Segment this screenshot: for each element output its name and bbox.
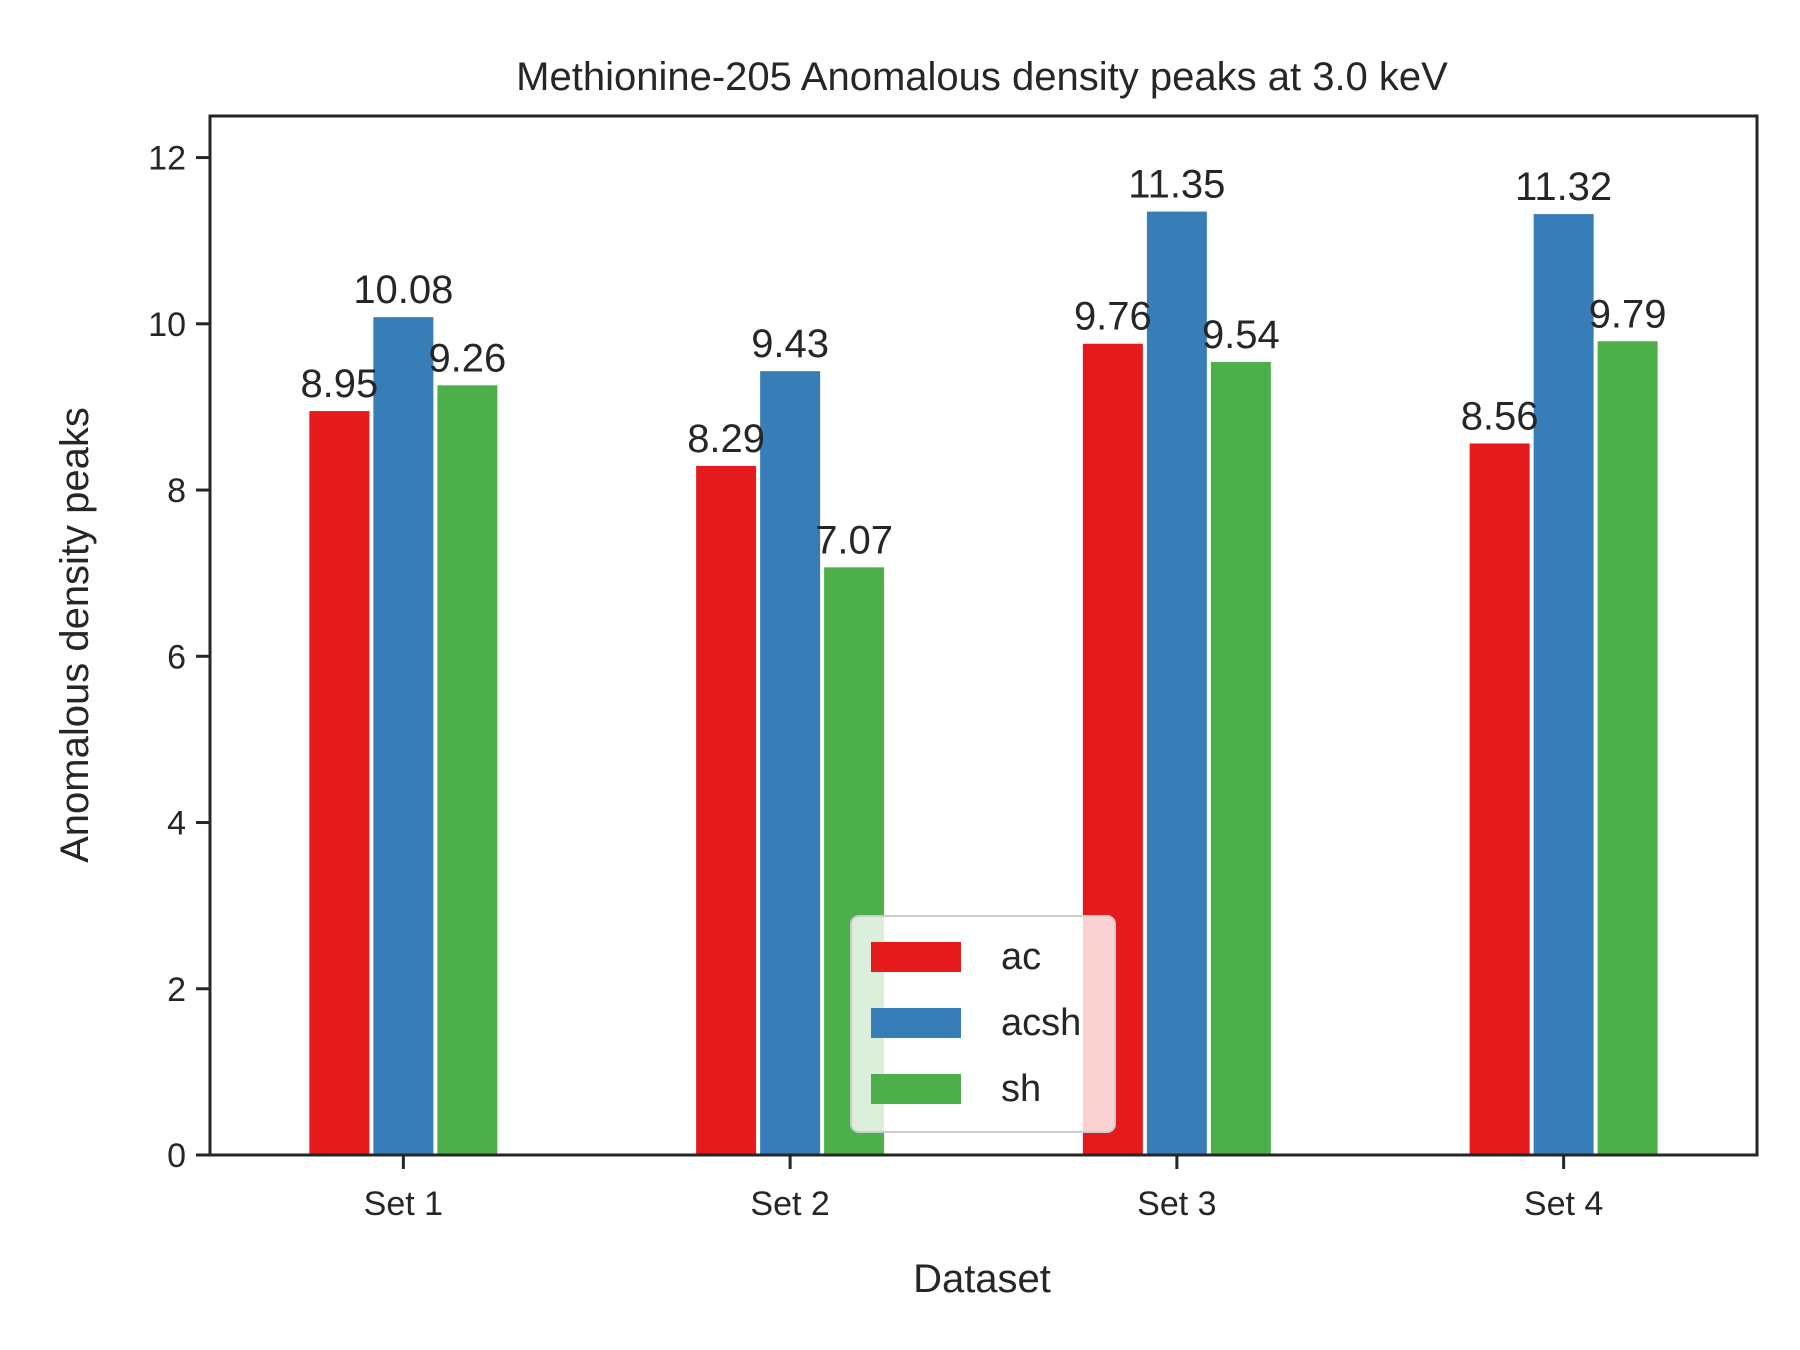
bar-sh-set-1 (437, 385, 498, 1155)
x-axis-label: Dataset (913, 1257, 1051, 1301)
data-label-sh-set-3: 9.54 (1202, 313, 1280, 357)
legend: ac acsh sh (850, 915, 1116, 1133)
data-label-acsh-set-4: 11.32 (1515, 165, 1612, 209)
x-axis: Set 1 Set 2 Set 3 Set 4 (364, 1155, 1603, 1223)
y-axis: 0 2 4 6 8 10 12 (148, 140, 210, 1175)
data-label-ac-set-2: 8.29 (687, 417, 765, 461)
y-tick-label: 4 (167, 805, 186, 843)
bar-ac-set-1 (309, 411, 370, 1155)
legend-label-acsh: acsh (1001, 1002, 1081, 1044)
bar-acsh-set-3 (1146, 211, 1207, 1155)
x-tick-label: Set 1 (364, 1185, 443, 1223)
y-tick-label: 8 (167, 472, 186, 510)
y-tick-label: 2 (167, 971, 186, 1009)
legend-label-ac: ac (1001, 936, 1041, 978)
legend-swatch-sh (871, 1074, 961, 1104)
y-tick-label: 12 (148, 140, 186, 178)
bar-sh-set-3 (1210, 362, 1271, 1156)
data-label-acsh-set-2: 9.43 (751, 322, 829, 366)
chart-title: Methionine-205 Anomalous density peaks a… (516, 55, 1448, 99)
bar-sh-set-4 (1597, 341, 1658, 1155)
data-label-acsh-set-1: 10.08 (353, 268, 453, 312)
bar-ac-set-4 (1469, 443, 1530, 1155)
bar-ac-set-2 (696, 465, 757, 1156)
data-label-sh-set-4: 9.79 (1589, 292, 1667, 336)
data-label-sh-set-1: 9.26 (428, 336, 506, 380)
x-tick-label: Set 4 (1524, 1185, 1603, 1223)
x-tick-label: Set 2 (750, 1185, 829, 1223)
bar-acsh-set-2 (760, 371, 821, 1155)
y-tick-label: 6 (167, 638, 186, 676)
x-tick-label: Set 3 (1137, 1185, 1216, 1223)
y-axis-label: Anomalous density peaks (53, 407, 97, 863)
y-tick-label: 0 (167, 1137, 186, 1175)
legend-swatch-ac (871, 942, 961, 972)
data-label-ac-set-1: 8.95 (300, 362, 378, 406)
data-label-sh-set-2: 7.07 (815, 518, 893, 562)
bar-acsh-set-4 (1533, 214, 1594, 1155)
bar-acsh-set-1 (373, 317, 434, 1155)
data-label-ac-set-3: 9.76 (1074, 295, 1152, 339)
legend-label-sh: sh (1001, 1068, 1041, 1110)
y-tick-label: 10 (148, 306, 186, 344)
plot-frame (208, 114, 1759, 1157)
data-label-ac-set-4: 8.56 (1461, 394, 1539, 438)
legend-swatch-acsh (871, 1008, 961, 1038)
data-label-acsh-set-3: 11.35 (1128, 163, 1225, 207)
data-labels-group: 8.95 10.08 9.26 8.29 9.43 7.07 9.76 11.35 9.54 8.… (300, 163, 1666, 563)
